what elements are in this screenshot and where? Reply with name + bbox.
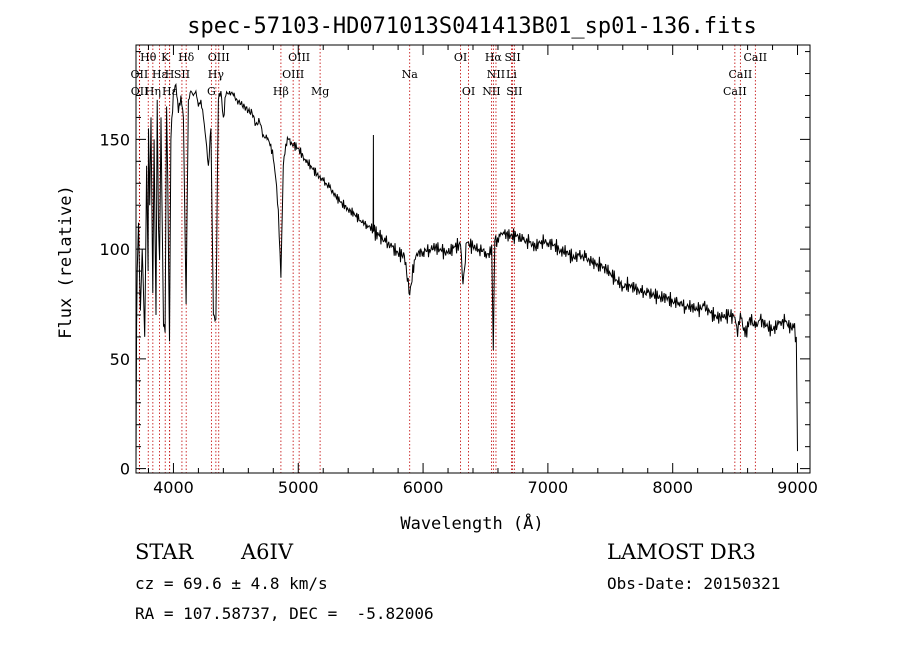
object-subclass: A6IV xyxy=(241,540,293,564)
chart-title: spec-57103-HD071013S041413B01_sp01-136.f… xyxy=(187,14,757,39)
spectral-line-label: OI xyxy=(462,85,475,98)
spectral-line-label: CaII xyxy=(743,51,767,64)
spectral-line-label: SII xyxy=(506,85,522,98)
plot-frame xyxy=(135,44,811,474)
y-axis-label: Flux (relative) xyxy=(56,185,76,339)
spectral-line-label: Li xyxy=(506,68,517,81)
x-tick-label: 8000 xyxy=(652,478,693,497)
x-tick-label: 5000 xyxy=(278,478,319,497)
observation-date: Obs-Date: 20150321 xyxy=(607,574,781,593)
coordinates: RA = 107.58737, DEC = -5.82006 xyxy=(135,604,434,623)
y-tick-label: 50 xyxy=(110,350,130,369)
x-axis: 4000 5000 6000 7000 8000 9000 xyxy=(147,45,818,497)
spectral-line-label: OII xyxy=(131,68,149,81)
spectral-line-label: SII xyxy=(174,68,190,81)
spectral-line-label: CaII xyxy=(729,68,753,81)
spectral-line-label: OIII xyxy=(288,51,310,64)
spectral-line-label: Hγ xyxy=(208,68,225,81)
x-tick-label: 7000 xyxy=(528,478,569,497)
spectral-line-label: Hθ xyxy=(140,51,157,64)
x-tick-label: 6000 xyxy=(403,478,444,497)
spectral-line-label: CaII xyxy=(723,85,747,98)
spectral-line-label: H xyxy=(165,68,175,81)
survey-name: LAMOST DR3 xyxy=(607,540,756,564)
spectral-line-label: Hα xyxy=(485,51,503,64)
spectral-line-label: SII xyxy=(504,51,520,64)
spectral-line-label: NII xyxy=(487,68,505,81)
spectral-line-label: OIII xyxy=(282,68,304,81)
spectrum-line xyxy=(135,83,798,465)
spectral-line-label: Mg xyxy=(311,85,329,98)
spectral-line-label: Hε xyxy=(152,68,168,81)
spectral-line-label: K xyxy=(161,51,170,64)
spectral-line-label: Hη xyxy=(145,85,161,98)
spectral-line-label: Na xyxy=(402,68,419,81)
spectral-line-markers xyxy=(138,45,756,473)
x-tick-label: 9000 xyxy=(777,478,818,497)
spectral-line-label: NII xyxy=(482,85,500,98)
x-axis-label: Wavelength (Å) xyxy=(400,512,543,534)
spectral-line-label: OI xyxy=(454,51,467,64)
y-tick-label: 150 xyxy=(99,130,130,149)
spectral-line-label: Hδ xyxy=(178,51,195,64)
y-axis: 0 50 100 150 xyxy=(99,51,810,479)
spectral-line-label: OII xyxy=(131,85,149,98)
y-tick-label: 0 xyxy=(120,460,130,479)
series-layer xyxy=(135,83,798,465)
spectral-line-label: G xyxy=(207,85,216,98)
redshift-value: cz = 69.6 ± 4.8 km/s xyxy=(135,574,328,593)
x-tick-label: 4000 xyxy=(153,478,194,497)
spectral-line-label: OIII xyxy=(208,51,230,64)
object-class: STAR xyxy=(135,540,194,564)
y-tick-label: 100 xyxy=(99,240,130,259)
spectral-line-label: Hβ xyxy=(273,85,289,98)
